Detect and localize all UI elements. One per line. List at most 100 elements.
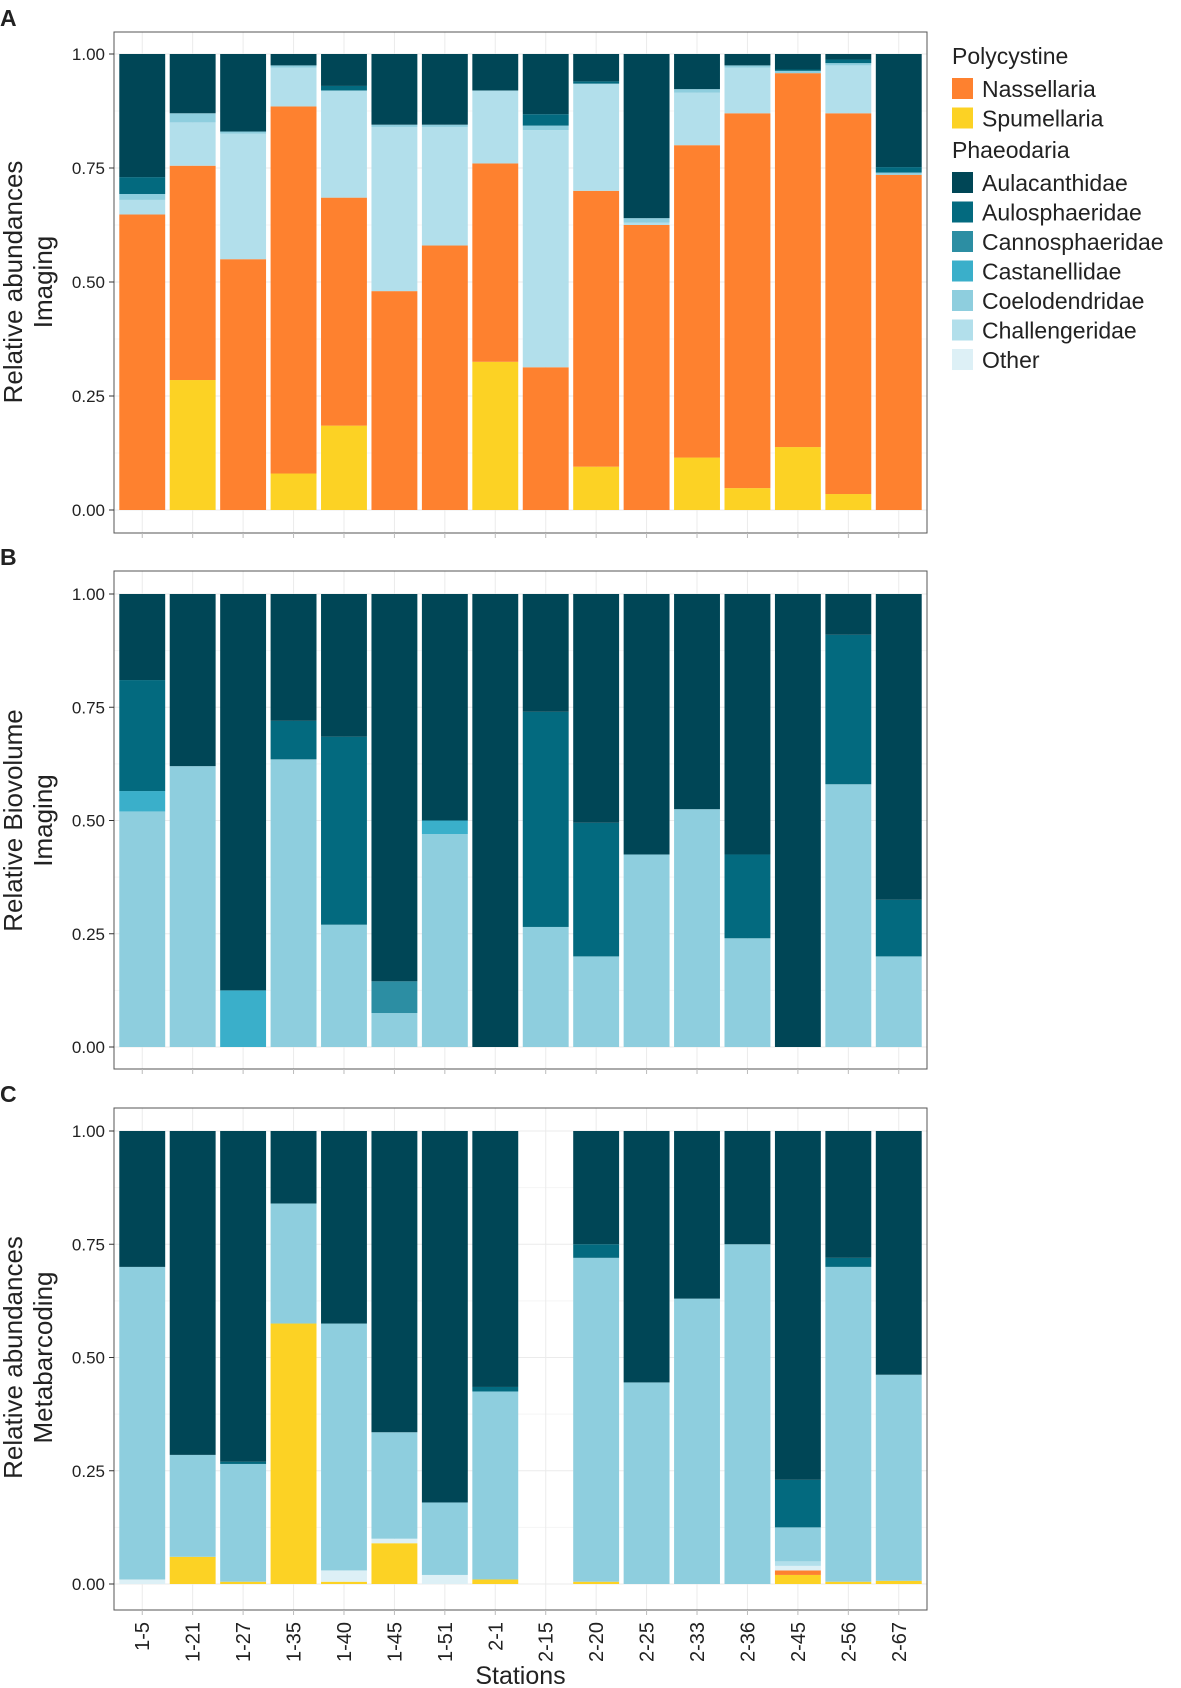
bar-B-1-5-castanellidae [119,791,166,812]
bar-B-2-15-aulosphaeridae [522,711,569,927]
bar-C-1-21-coelodendridae [169,1454,216,1557]
bar-A-2-56-nassellaria [825,113,872,495]
bar-B-2-20-aulosphaeridae [573,822,620,957]
bar-A-2-56-spumellaria [825,494,872,510]
panel-C-ytick-label: 0.75 [72,1235,105,1254]
bar-B-2-67-aulosphaeridae [875,899,922,957]
bar-C-2-25-aulacanthidae [623,1131,670,1383]
bar-C-2-45-coelodendridae [774,1527,821,1562]
bar-B-1-45-aulacanthidae [371,594,418,982]
panel-C-ytick-label: 0.25 [72,1462,105,1481]
bar-B-2-56-aulacanthidae [825,594,872,635]
bar-A-1-21-spumellaria [169,380,216,510]
bar-C-1-40-aulacanthidae [321,1131,367,1324]
bar-B-1-35-aulacanthidae [270,594,317,721]
x-tick-label-1-45: 1-45 [384,1622,406,1662]
bar-B-1-40-aulacanthidae [321,594,367,737]
panel-C-ytick-label: 1.00 [72,1122,105,1141]
panel-A-ytick-label: 0.75 [72,159,105,178]
bar-A-2-25-coelodendridae [623,218,670,223]
bar-A-1-5-nassellaria [119,214,166,510]
legend-label-other: Other [982,347,1040,373]
bar-A-1-35-coelodendridae [270,65,317,68]
legend-swatch-coelodendridae [952,290,973,311]
bar-A-2-20-challengeridae [573,83,620,191]
bar-C-1-35-coelodendridae [270,1203,317,1324]
bar-C-2-20-spumellaria [573,1581,620,1584]
bar-C-1-27-aulacanthidae [220,1131,267,1462]
bar-B-2-36-aulacanthidae [724,594,771,855]
bar-A-1-21-coelodendridae [169,113,216,123]
bar-C-2-67-spumellaria [875,1580,922,1584]
bar-A-1-51-challengeridae [421,126,468,246]
bar-B-2-15-aulacanthidae [522,594,569,712]
bar-A-2-15-nassellaria [522,367,569,510]
bar-A-1-40-aulacanthidae [321,54,367,86]
panel-B-ylabel-line-1: Relative Biovolume [0,709,28,932]
bar-A-1-40-nassellaria [321,197,367,426]
bar-A-1-45-coelodendridae [371,124,418,127]
panel-B-ylabel-line-2: Imaging [28,774,58,867]
bar-A-1-40-spumellaria [321,425,367,510]
panel-A-letter: A [0,5,17,31]
bar-B-2-25-aulacanthidae [623,594,670,855]
bar-A-1-40-challengeridae [321,90,367,198]
bar-B-2-15-coelodendridae [522,926,569,1047]
bar-A-2-15-aulacanthidae [522,54,569,115]
bar-B-2-33-coelodendridae [674,809,720,1047]
bar-C-2-1-aulacanthidae [472,1131,519,1387]
bar-A-1-21-challengeridae [169,122,216,166]
bar-C-2-56-coelodendridae [825,1266,872,1582]
x-tick-label-2-36: 2-36 [737,1622,759,1662]
x-tick-label-1-21: 1-21 [183,1622,205,1662]
bar-B-2-20-coelodendridae [573,956,620,1047]
x-axis-title: Stations [475,1662,565,1688]
bar-B-1-27-castanellidae [220,990,267,1047]
bar-C-2-20-aulacanthidae [573,1131,620,1245]
bar-B-1-51-aulacanthidae [421,594,468,821]
bar-B-1-45-cannosphaeridae [371,981,418,1014]
bar-A-2-1-challengeridae [472,90,519,164]
bar-A-2-56-aulosphaeridae [825,59,872,64]
bar-C-1-45-other [371,1538,418,1544]
bar-C-1-51-other [421,1574,468,1584]
bar-C-2-36-coelodendridae [724,1244,771,1584]
x-tick-label-2-1: 2-1 [485,1622,507,1651]
bar-A-1-21-aulacanthidae [169,54,216,114]
panel-A-ytick-label: 0.00 [72,501,105,520]
panel-B-ytick-label: 0.50 [72,812,105,831]
x-tick-label-2-15: 2-15 [536,1622,558,1662]
panel-A-ylabel-line-2: Imaging [28,236,58,329]
bar-C-2-36-aulacanthidae [724,1131,771,1245]
bar-B-2-1-aulacanthidae [472,594,519,1047]
bar-A-2-36-coelodendridae [724,65,771,68]
bar-C-2-56-aulacanthidae [825,1131,872,1258]
bar-C-1-35-spumellaria [270,1323,317,1584]
x-tick-label-1-40: 1-40 [334,1622,356,1662]
bar-A-2-20-aulosphaeridae [573,81,620,84]
bar-B-2-45-aulacanthidae [774,594,821,1047]
panel-A-ylabel-line-1: Relative abundances [0,161,28,404]
bar-A-2-25-challengeridae [623,222,670,225]
bar-C-1-45-aulacanthidae [371,1131,418,1433]
bar-A-2-45-coelodendridae [774,70,821,74]
bar-A-2-1-spumellaria [472,361,519,510]
bar-C-1-27-coelodendridae [220,1463,267,1582]
bar-C-2-20-aulosphaeridae [573,1244,620,1258]
x-tick-label-2-67: 2-67 [889,1622,911,1662]
legend-swatch-challengeridae [952,319,973,341]
bar-C-1-51-aulacanthidae [421,1131,468,1503]
bar-A-1-27-challengeridae [220,133,267,260]
panel-B-letter: B [0,544,17,570]
bar-B-1-5-coelodendridae [119,811,166,1047]
bar-A-1-35-nassellaria [270,106,317,474]
bar-A-2-33-coelodendridae [674,89,720,93]
bar-A-2-33-challengeridae [674,92,720,146]
panel-C-ytick-label: 0.50 [72,1349,105,1368]
bar-B-1-5-aulacanthidae [119,594,166,681]
legend-title-polycystine: Polycystine [952,43,1068,69]
panel-A-ytick-label: 0.25 [72,387,105,406]
bar-A-1-5-coelodendridae [119,193,166,200]
bar-C-1-21-spumellaria [169,1556,216,1584]
